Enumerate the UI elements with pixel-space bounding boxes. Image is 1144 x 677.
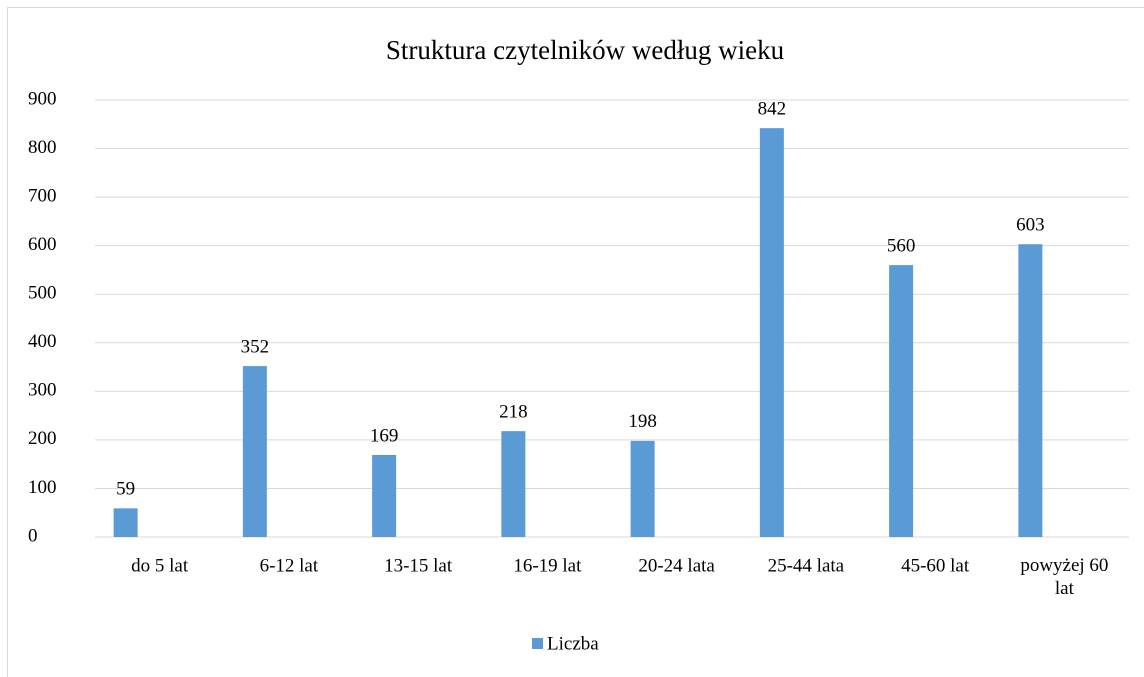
data-label: 560 <box>887 235 916 256</box>
data-label: 218 <box>499 402 528 423</box>
y-tick-label: 900 <box>28 88 57 109</box>
x-tick-label: 25-44 lata <box>768 555 845 576</box>
chart-title: Struktura czytelników według wieku <box>386 35 785 65</box>
data-label: 842 <box>758 99 787 120</box>
x-tick-label: 16-19 lat <box>513 555 582 576</box>
y-tick-label: 0 <box>28 525 38 546</box>
y-tick-label: 400 <box>28 331 57 352</box>
chart-frame <box>7 7 1144 677</box>
x-tick-label: 6-12 lat <box>260 555 319 576</box>
x-tick-label: powyżej 60 lat <box>1020 555 1108 599</box>
legend-label: Liczba <box>547 633 599 654</box>
y-tick-label: 600 <box>28 234 57 255</box>
data-label: 352 <box>241 336 270 357</box>
bar <box>889 265 914 537</box>
y-tick-label: 100 <box>28 477 57 498</box>
bar <box>372 454 397 537</box>
bar <box>242 366 267 537</box>
y-tick-label: 300 <box>28 380 57 401</box>
x-tick-label: 20-24 lata <box>638 555 715 576</box>
legend-swatch <box>532 638 543 649</box>
bar <box>630 440 655 537</box>
y-tick-label: 200 <box>28 428 57 449</box>
x-tick-label: 13-15 lat <box>384 555 453 576</box>
bar <box>1018 244 1043 537</box>
x-tick-label: 45-60 lat <box>901 555 970 576</box>
y-tick-label: 800 <box>28 137 57 158</box>
bar <box>759 128 784 537</box>
data-label: 59 <box>116 479 135 500</box>
data-label: 169 <box>370 425 399 446</box>
bar <box>113 508 138 537</box>
data-label: 198 <box>628 411 657 432</box>
x-tick-label: do 5 lat <box>131 555 189 576</box>
bar <box>501 431 526 537</box>
y-tick-label: 500 <box>28 283 57 304</box>
data-label: 603 <box>1016 215 1045 236</box>
y-tick-label: 700 <box>28 185 57 206</box>
